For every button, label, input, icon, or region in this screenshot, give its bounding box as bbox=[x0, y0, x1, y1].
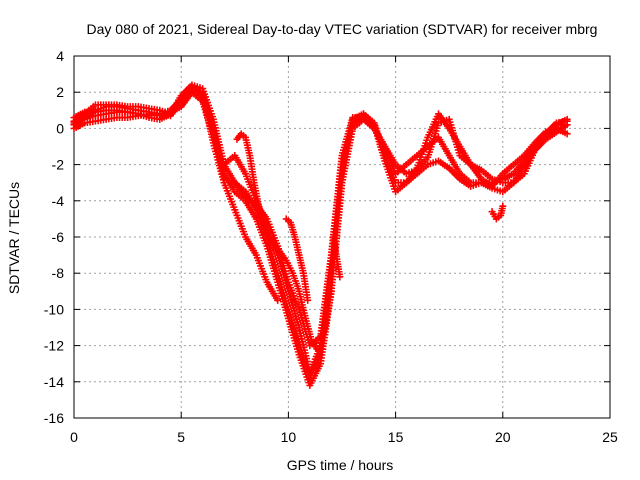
y-axis-label: SDTVAR / TECUs bbox=[6, 182, 22, 294]
y-tick-label: -2 bbox=[52, 157, 65, 173]
y-tick-label: 0 bbox=[56, 120, 64, 136]
y-tick-label: 4 bbox=[56, 48, 64, 64]
series-8 bbox=[488, 202, 507, 223]
series-6 bbox=[282, 215, 312, 304]
y-tick-label: -14 bbox=[44, 374, 64, 390]
data-point bbox=[304, 296, 312, 304]
x-tick-label: 0 bbox=[70, 429, 78, 445]
data-marks bbox=[70, 81, 571, 389]
x-axis-label: GPS time / hours bbox=[287, 457, 394, 473]
y-tick-label: -8 bbox=[52, 265, 65, 281]
data-point bbox=[563, 130, 571, 138]
y-tick-label: 2 bbox=[56, 84, 64, 100]
series-7 bbox=[329, 233, 344, 281]
y-tick-label: -6 bbox=[52, 229, 65, 245]
x-tick-label: 20 bbox=[495, 429, 511, 445]
x-tick-label: 5 bbox=[177, 429, 185, 445]
data-point bbox=[327, 287, 335, 295]
data-point bbox=[563, 117, 571, 125]
data-point bbox=[274, 296, 282, 304]
y-tick-label: -12 bbox=[44, 338, 64, 354]
x-tick-label: 25 bbox=[602, 429, 618, 445]
chart-title: Day 080 of 2021, Sidereal Day-to-day VTE… bbox=[87, 21, 598, 37]
series-4 bbox=[70, 83, 282, 304]
x-tick-label: 10 bbox=[281, 429, 297, 445]
data-point bbox=[336, 273, 344, 281]
data-point bbox=[499, 202, 507, 210]
y-tick-label: -10 bbox=[44, 301, 64, 317]
x-tick-label: 15 bbox=[388, 429, 404, 445]
y-tick-label: -16 bbox=[44, 410, 64, 426]
series-5 bbox=[233, 130, 335, 355]
axis-ticks: 0 5 10 15 20 25 -16 -14 -12 -10 -8 -6 -4 -2 0 2 4 bbox=[44, 48, 618, 445]
y-tick-label: -4 bbox=[52, 193, 65, 209]
